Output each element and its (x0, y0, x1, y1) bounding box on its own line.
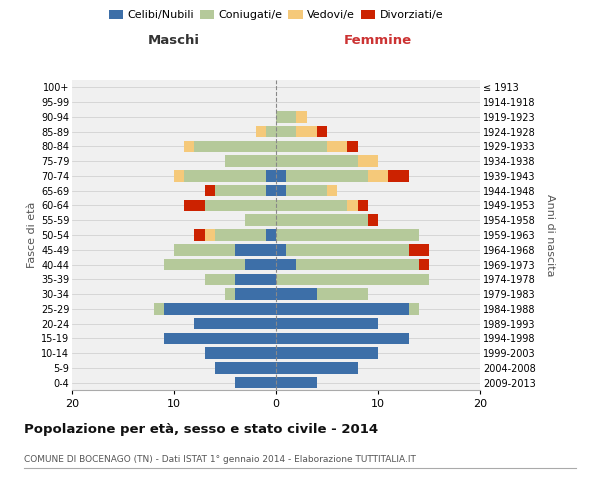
Bar (276, 332, 409, 344)
Bar (296, 111, 307, 122)
Bar (347, 200, 358, 211)
Bar (276, 111, 296, 122)
Bar (245, 259, 276, 270)
Bar (184, 170, 266, 181)
Bar (164, 259, 245, 270)
Bar (317, 288, 368, 300)
Bar (194, 229, 205, 241)
Bar (286, 185, 327, 196)
Bar (368, 170, 388, 181)
Y-axis label: Anni di nascita: Anni di nascita (545, 194, 555, 276)
Bar (276, 274, 429, 285)
Bar (409, 244, 429, 256)
Bar (276, 318, 378, 330)
Bar (235, 274, 276, 285)
Bar (194, 318, 276, 330)
Bar (276, 348, 378, 359)
Bar (276, 140, 327, 152)
Bar (276, 126, 296, 138)
Bar (194, 140, 276, 152)
Bar (276, 229, 419, 241)
Bar (225, 288, 235, 300)
Bar (358, 156, 378, 167)
Bar (235, 244, 276, 256)
Bar (245, 214, 276, 226)
Text: COMUNE DI BOCENAGO (TN) - Dati ISTAT 1° gennaio 2014 - Elaborazione TUTTITALIA.I: COMUNE DI BOCENAGO (TN) - Dati ISTAT 1° … (24, 456, 416, 464)
Bar (266, 185, 276, 196)
Bar (174, 170, 184, 181)
Text: Popolazione per età, sesso e stato civile - 2014: Popolazione per età, sesso e stato civil… (24, 422, 378, 436)
Bar (225, 156, 276, 167)
Bar (409, 303, 419, 314)
Bar (286, 170, 368, 181)
Text: Maschi: Maschi (148, 34, 200, 48)
Bar (358, 200, 368, 211)
Bar (347, 140, 358, 152)
Bar (327, 140, 347, 152)
Bar (368, 214, 378, 226)
Bar (276, 362, 358, 374)
Bar (256, 126, 266, 138)
Bar (215, 185, 266, 196)
Bar (317, 126, 327, 138)
Bar (276, 288, 317, 300)
Bar (174, 244, 235, 256)
Bar (276, 170, 286, 181)
Bar (419, 259, 429, 270)
Bar (296, 259, 419, 270)
Bar (276, 185, 286, 196)
Bar (235, 377, 276, 388)
Bar (215, 229, 266, 241)
Bar (154, 303, 164, 314)
Bar (276, 377, 317, 388)
Bar (276, 244, 286, 256)
Bar (266, 126, 276, 138)
Bar (205, 348, 276, 359)
Bar (235, 288, 276, 300)
Bar (276, 156, 358, 167)
Bar (215, 362, 276, 374)
Bar (266, 229, 276, 241)
Bar (205, 200, 276, 211)
Bar (184, 140, 194, 152)
Bar (205, 229, 215, 241)
Bar (276, 259, 296, 270)
Bar (327, 185, 337, 196)
Legend: Celibi/Nubili, Coniugati/e, Vedovi/e, Divorziati/e: Celibi/Nubili, Coniugati/e, Vedovi/e, Di… (104, 6, 448, 25)
Bar (296, 126, 317, 138)
Bar (164, 332, 276, 344)
Bar (276, 214, 368, 226)
Bar (164, 303, 276, 314)
Bar (266, 170, 276, 181)
Text: Femmine: Femmine (344, 34, 412, 48)
Bar (184, 200, 205, 211)
Bar (286, 244, 409, 256)
Bar (276, 303, 409, 314)
Bar (205, 185, 215, 196)
Bar (388, 170, 409, 181)
Bar (205, 274, 235, 285)
Y-axis label: Fasce di età: Fasce di età (26, 202, 37, 268)
Bar (276, 200, 347, 211)
